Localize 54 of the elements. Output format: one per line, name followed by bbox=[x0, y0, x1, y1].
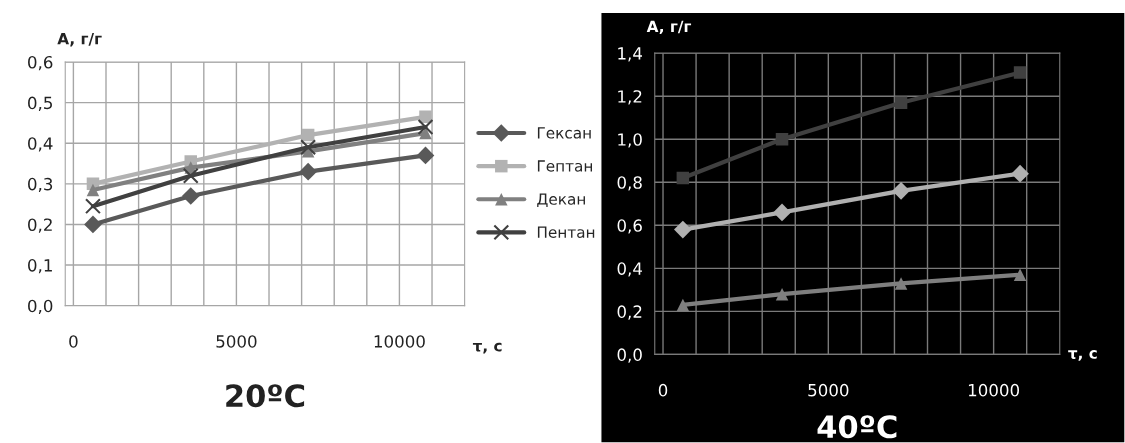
y-axis-title: A, г/г bbox=[646, 20, 692, 35]
x-tick-label: 5000 bbox=[216, 335, 257, 348]
point bbox=[773, 203, 791, 222]
x-tick-label: 0 bbox=[658, 383, 668, 397]
x-tick-label: 5000 bbox=[808, 383, 849, 397]
point bbox=[775, 132, 789, 146]
y-tick-label: 0,2 bbox=[28, 218, 52, 233]
legend-label: Декан bbox=[537, 193, 585, 208]
point bbox=[417, 119, 434, 135]
point bbox=[86, 183, 100, 197]
point bbox=[301, 128, 315, 142]
point bbox=[892, 182, 910, 200]
y-tick-label: 0,2 bbox=[617, 305, 642, 320]
x-tick-label: 0 bbox=[69, 335, 78, 348]
y-tick-label: 0,1 bbox=[28, 259, 52, 274]
x-tick-label: 10000 bbox=[374, 335, 425, 348]
point bbox=[674, 220, 692, 239]
point bbox=[894, 277, 908, 290]
point bbox=[1011, 164, 1029, 183]
text: 40ºC bbox=[817, 415, 897, 439]
point bbox=[775, 287, 789, 301]
y-axis-title: A, г/г bbox=[57, 33, 102, 47]
y-tick-label: 1,4 bbox=[618, 47, 643, 62]
y-tick-label: 0,4 bbox=[28, 137, 53, 152]
y-tick-label: 0,3 bbox=[28, 177, 53, 193]
point bbox=[1013, 66, 1027, 79]
point bbox=[84, 198, 101, 215]
y-tick-label: 0,0 bbox=[617, 348, 642, 363]
legend-label: Пентан bbox=[537, 226, 595, 238]
y-tick-label: 0,5 bbox=[28, 96, 52, 111]
point bbox=[182, 167, 199, 184]
y-tick-label: 0,6 bbox=[617, 219, 642, 234]
y-tick-label: 0,8 bbox=[617, 176, 642, 191]
y-tick-label: 0,4 bbox=[617, 262, 643, 277]
x-axis-title: τ, с bbox=[472, 342, 502, 354]
x-tick-label: 10000 bbox=[968, 383, 1020, 397]
y-tick-label: 1,0 bbox=[618, 133, 642, 148]
x-axis-title: τ, с bbox=[1068, 350, 1097, 361]
point bbox=[676, 171, 690, 185]
point bbox=[1013, 268, 1027, 282]
point bbox=[299, 162, 317, 181]
point bbox=[84, 215, 102, 234]
point bbox=[894, 96, 908, 109]
point bbox=[300, 139, 317, 156]
y-tick-label: 1,2 bbox=[618, 90, 642, 105]
legend-label: Гексан bbox=[537, 127, 591, 139]
legend-label: Гептан bbox=[537, 160, 592, 172]
text: 20ºC bbox=[226, 384, 305, 408]
point bbox=[676, 298, 690, 312]
point bbox=[416, 146, 435, 165]
y-tick-label: 0,0 bbox=[28, 299, 53, 314]
y-tick-label: 0,6 bbox=[28, 55, 53, 71]
point bbox=[181, 187, 200, 205]
point bbox=[419, 110, 432, 124]
